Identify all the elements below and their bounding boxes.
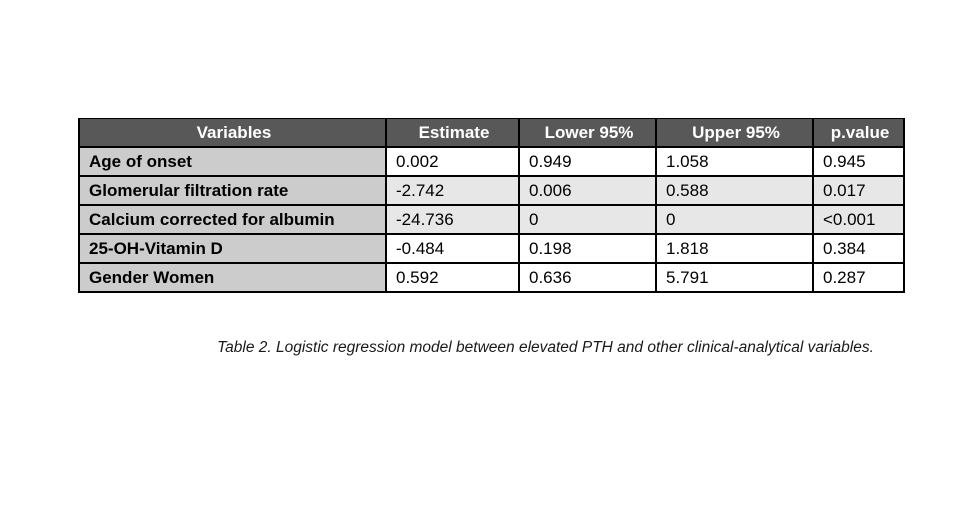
cell-lower-95: 0.006 [518,175,657,206]
cell-lower-95: 0.198 [518,233,657,264]
column-header-p-value: p.value [812,118,905,148]
cell-lower-95: 0.949 [518,146,657,177]
cell-lower-95: 0.636 [518,262,657,293]
column-header-upper-95: Upper 95% [655,118,814,148]
row-label: Glomerular filtration rate [78,175,387,206]
table-row-glomerular-filtration-rate: Glomerular filtration rate -2.742 0.006 … [78,175,905,206]
table-row-gender-women: Gender Women 0.592 0.636 5.791 0.287 [78,262,905,293]
cell-upper-95: 1.818 [655,233,814,264]
row-label: Age of onset [78,146,387,177]
column-header-lower-95: Lower 95% [518,118,657,148]
table-caption: Table 2. Logistic regression model betwe… [217,339,874,356]
cell-p-value: 0.945 [812,146,905,177]
cell-upper-95: 0 [655,204,814,235]
row-label: 25-OH-Vitamin D [78,233,387,264]
cell-p-value: 0.017 [812,175,905,206]
cell-estimate: 0.592 [385,262,520,293]
cell-estimate: -0.484 [385,233,520,264]
table-row-25-oh-vitamin-d: 25-OH-Vitamin D -0.484 0.198 1.818 0.384 [78,233,905,264]
header-row: Variables Estimate Lower 95% Upper 95% p… [78,118,905,148]
cell-p-value: <0.001 [812,204,905,235]
cell-p-value: 0.287 [812,262,905,293]
cell-estimate: -24.736 [385,204,520,235]
cell-estimate: 0.002 [385,146,520,177]
column-header-estimate: Estimate [385,118,520,148]
logistic-regression-table: Variables Estimate Lower 95% Upper 95% p… [78,118,905,293]
cell-lower-95: 0 [518,204,657,235]
table-row-calcium-corrected-for-albumin: Calcium corrected for albumin -24.736 0 … [78,204,905,235]
cell-upper-95: 1.058 [655,146,814,177]
cell-upper-95: 0.588 [655,175,814,206]
cell-estimate: -2.742 [385,175,520,206]
row-label: Calcium corrected for albumin [78,204,387,235]
cell-p-value: 0.384 [812,233,905,264]
cell-upper-95: 5.791 [655,262,814,293]
row-label: Gender Women [78,262,387,293]
table-row-age-of-onset: Age of onset 0.002 0.949 1.058 0.945 [78,146,905,177]
column-header-variables: Variables [78,118,387,148]
